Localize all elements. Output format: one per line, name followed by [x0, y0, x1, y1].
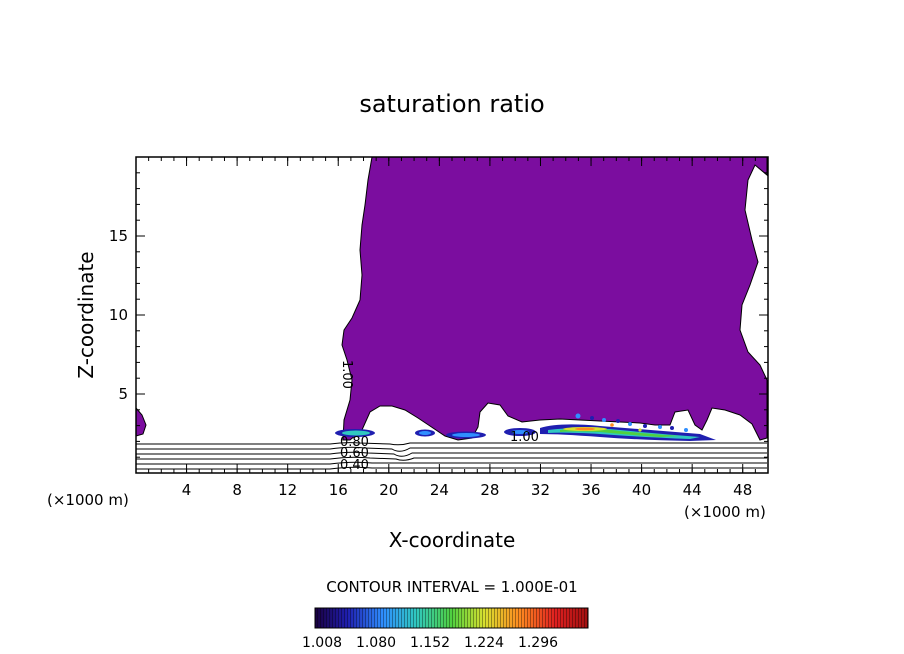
y-tick-label: 10 [109, 306, 128, 324]
contour-lines [136, 442, 767, 470]
colorbar-tick-label: 1.224 [464, 635, 504, 651]
x-unit-right: (×1000 m) [684, 503, 766, 521]
contour-field [136, 157, 768, 470]
x-tick-label: 36 [581, 481, 600, 499]
contour-label-060: 0.60 [340, 446, 369, 461]
y-axis-label: Z-coordinate [74, 251, 98, 378]
x-tick-label: 8 [232, 481, 242, 499]
x-tick-label: 40 [632, 481, 651, 499]
chart-title: saturation ratio [359, 90, 544, 118]
y-tick-label: 15 [109, 227, 128, 245]
x-tick-label: 28 [480, 481, 499, 499]
y-tick-label: 5 [118, 385, 128, 403]
x-unit-left: (×1000 m) [47, 491, 129, 509]
colorbar-tick-label: 1.008 [302, 635, 342, 651]
x-tick-label: 4 [182, 481, 192, 499]
left-edge-region [136, 407, 147, 437]
x-tick-label: 20 [379, 481, 398, 499]
contour-label-040: 0.40 [340, 458, 369, 473]
colorbar: 1.008 1.080 1.152 1.224 1.296 [302, 607, 589, 651]
x-tick-label: 16 [329, 481, 348, 499]
x-tick-label: 44 [683, 481, 702, 499]
colorbar-tick-label: 1.152 [410, 635, 450, 651]
contour-label-080: 0.80 [340, 435, 369, 450]
contour-label-left: 1.00 [339, 360, 354, 389]
supersaturated-region [341, 157, 768, 441]
contour-interval: CONTOUR INTERVAL = 1.000E-01 [326, 578, 577, 596]
high-ratio-patches [335, 413, 716, 441]
contour-label-center: 1.00 [510, 430, 539, 445]
colorbar-tick-label: 1.080 [356, 635, 396, 651]
x-tick-label: 12 [278, 481, 297, 499]
x-axis-label: X-coordinate [389, 528, 516, 552]
x-tick-label: 24 [430, 481, 449, 499]
x-tick-label: 48 [733, 481, 752, 499]
colorbar-tick-label: 1.296 [518, 635, 558, 651]
x-tick-label: 32 [531, 481, 550, 499]
